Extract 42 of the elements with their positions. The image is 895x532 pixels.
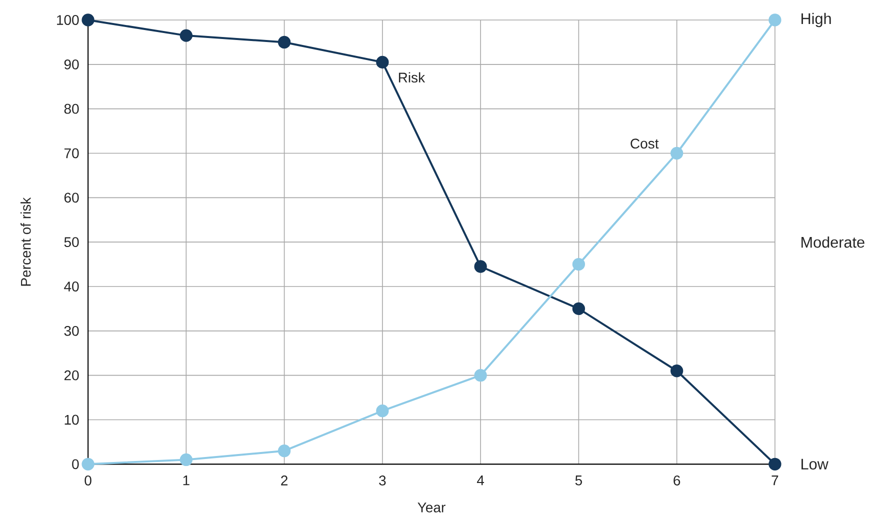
y-tick-label: 40 — [64, 281, 79, 292]
y-tick-label: 90 — [64, 59, 79, 70]
point — [768, 14, 782, 26]
text: Low — [802, 458, 828, 470]
point — [278, 444, 291, 458]
point — [572, 302, 586, 315]
text: High — [802, 12, 831, 28]
x-tick-label: 6 — [674, 475, 680, 486]
x-axis-title: Year — [418, 502, 446, 512]
x-tick-label: 7 — [772, 475, 778, 486]
point — [768, 458, 782, 470]
y-tick-label: 100 — [57, 14, 79, 25]
text: Moderate — [802, 236, 864, 248]
y-tick-label: 10 — [64, 414, 79, 425]
x-tick-label: 4 — [476, 475, 484, 486]
series-label: Risk — [398, 72, 426, 82]
y-tick-label: 50 — [64, 237, 79, 247]
point — [278, 36, 291, 48]
point — [376, 404, 389, 418]
y-tick-label: 20 — [64, 370, 79, 380]
x-tick-label: 0 — [84, 475, 92, 486]
y-tick-label: 60 — [64, 192, 79, 203]
point — [670, 146, 684, 160]
y-tick-label: 70 — [64, 148, 79, 158]
y-axis-title: Percent of risk — [20, 197, 31, 286]
x-tick-label: 5 — [575, 475, 582, 486]
y-tick-label: 0 — [72, 459, 79, 470]
point — [572, 258, 586, 271]
point — [670, 364, 684, 378]
x-tick-label: 3 — [379, 475, 386, 486]
point — [474, 260, 487, 273]
point — [376, 56, 389, 68]
y-tick-label: 80 — [64, 104, 79, 114]
point — [474, 368, 487, 382]
point — [82, 458, 94, 470]
point — [180, 29, 193, 42]
series-label: Cost — [630, 138, 659, 148]
point — [180, 453, 193, 466]
y-tick-label: 30 — [64, 326, 79, 336]
point — [82, 14, 94, 26]
x-tick-label: 2 — [281, 475, 288, 486]
x-tick-label: 1 — [183, 475, 190, 486]
